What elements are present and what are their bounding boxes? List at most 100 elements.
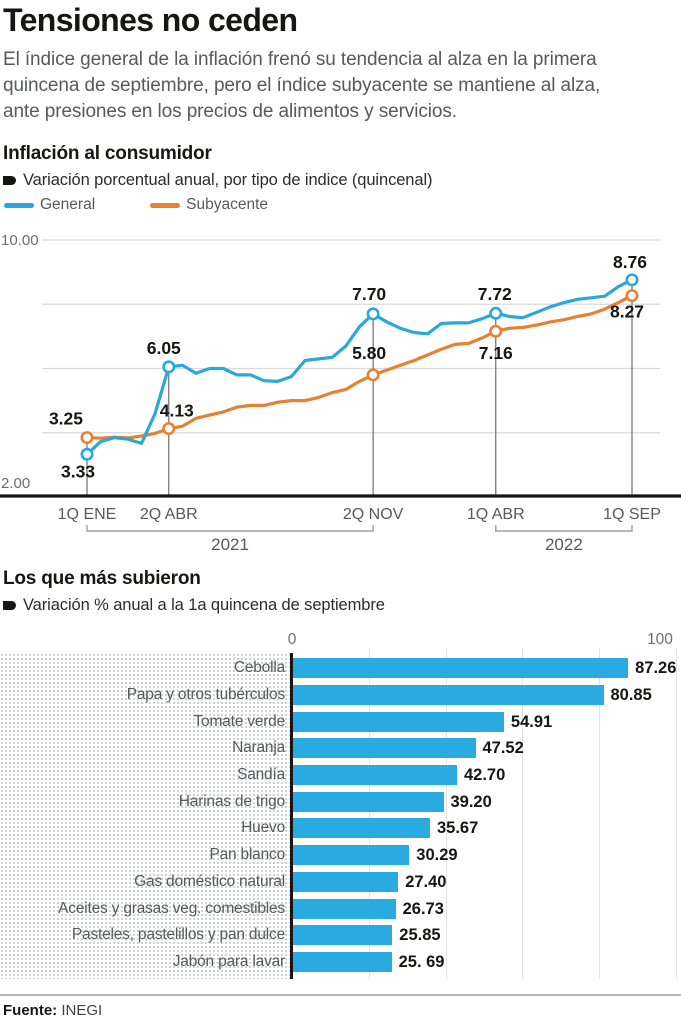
year-label: 2021 xyxy=(211,535,249,554)
legend-label-subyacente: Subyacente xyxy=(186,196,269,213)
bar-value: 25.85 xyxy=(399,926,441,945)
bar xyxy=(293,684,604,705)
data-point-general xyxy=(366,307,380,321)
bar-value: 39.20 xyxy=(450,792,492,811)
line-chart-subtitle-row: Variación porcentual anual, por tipo de … xyxy=(3,171,433,190)
bar-label: Jabón para lavar xyxy=(172,953,285,970)
subtitle-bullet-icon xyxy=(3,601,16,610)
bar-value: 87.26 xyxy=(635,659,677,677)
data-point-general xyxy=(625,273,639,287)
bar xyxy=(293,711,504,732)
bar-label: Cebolla xyxy=(233,659,285,676)
data-point-general xyxy=(162,360,176,374)
bar-value: 54.91 xyxy=(510,712,553,731)
bar xyxy=(293,738,476,759)
legend-swatch-subyacente xyxy=(150,202,181,208)
bar-label: Naranja xyxy=(232,739,285,757)
bar xyxy=(293,791,444,812)
bar xyxy=(293,925,393,946)
x-axis-tick-label: 1Q SEP xyxy=(603,506,661,523)
page-title: Tensiones no ceden xyxy=(3,2,298,38)
bar-label: Harinas de trigo xyxy=(178,792,285,810)
line-series-subyacente xyxy=(85,294,634,440)
source-value: INEGI xyxy=(61,1002,103,1019)
bar-value: 80.85 xyxy=(610,685,652,704)
footer-divider xyxy=(0,994,681,996)
intro-line: quincena de septiembre, pero el índice s… xyxy=(3,75,601,96)
line-chart-heading: Inflación al consumidor xyxy=(3,143,212,164)
data-callout-label: 8.27 xyxy=(610,302,644,322)
year-bracket xyxy=(495,525,633,532)
bar-label: Tomate verde xyxy=(193,712,285,730)
bar-axis-hundred-label: 100 xyxy=(647,631,673,648)
bar-label: Pasteles, pastelillos y pan dulce xyxy=(71,926,285,944)
source-label: Fuente: xyxy=(3,1002,58,1019)
data-point-subyacente xyxy=(625,289,639,303)
intro-line: El índice general de la inflación frenó … xyxy=(3,49,597,70)
bar-axis-zero-label: 0 xyxy=(287,631,297,648)
bar-label: Papa y otros tubérculos xyxy=(126,685,285,703)
bar-label: Sandía xyxy=(237,765,285,783)
intro-text: El índice general de la inflación frenó … xyxy=(3,47,678,125)
year-bracket xyxy=(86,525,374,532)
bar xyxy=(293,845,410,866)
data-point-general xyxy=(489,306,503,320)
bar-value: 47.52 xyxy=(482,739,524,758)
data-point-subyacente xyxy=(162,422,176,436)
intro-line: ante presiones en los precios de aliment… xyxy=(3,101,457,122)
subtitle-bullet-icon xyxy=(3,176,16,185)
bar-chart-subtitle-row: Variación % anual a la 1a quincena de se… xyxy=(3,596,385,615)
bar-value: 30.29 xyxy=(416,846,458,865)
bar xyxy=(293,952,392,972)
bar xyxy=(293,764,457,785)
bar-label: Huevo xyxy=(241,819,285,837)
data-point-subyacente xyxy=(366,368,380,382)
bar-label-column-texture xyxy=(0,653,290,979)
source-line: Fuente: INEGI xyxy=(3,1002,102,1019)
legend-label-general: General xyxy=(40,196,96,213)
x-axis-tick-label: 2Q ABR xyxy=(140,506,198,523)
bar-chart-heading: Los que más subieron xyxy=(3,568,201,589)
legend-item-general: General xyxy=(4,196,95,214)
bar-label: Gas doméstico natural xyxy=(134,872,285,890)
data-callout-label: 8.76 xyxy=(613,252,647,272)
bar-value: 42.70 xyxy=(464,765,506,784)
bar xyxy=(293,818,430,839)
x-axis-tick-label: 1Q ABR xyxy=(467,506,525,523)
y-axis-tick-label: 2.00 xyxy=(1,475,30,492)
data-callout-label: 3.33 xyxy=(61,461,95,481)
bar-value: 35.67 xyxy=(437,819,479,838)
bar-value: 25. 69 xyxy=(398,953,445,971)
x-axis-tick-label: 1Q ENE xyxy=(58,506,117,523)
legend-swatch-general xyxy=(4,202,34,208)
data-callout-label: 7.70 xyxy=(352,284,386,304)
year-label: 2022 xyxy=(545,535,583,554)
bar-label: Aceites y grasas veg. comestibles xyxy=(58,899,285,917)
bar-chart-axis-line xyxy=(290,653,293,979)
data-callout-label: 5.80 xyxy=(352,343,386,363)
bar-chart-subtitle: Variación % anual a la 1a quincena de se… xyxy=(23,596,385,614)
bar xyxy=(293,658,629,678)
y-axis-tick-label: 10.00 xyxy=(1,232,39,249)
legend-item-subyacente: Subyacente xyxy=(150,196,268,214)
line-chart: 3.33 3.25 6.05 4.13 7.70 5.80 7.72 7.16 8.76 8.27… xyxy=(0,232,681,554)
data-callout-label: 4.13 xyxy=(160,401,194,421)
data-point-subyacente xyxy=(80,431,94,445)
data-point-general xyxy=(80,447,94,461)
data-callout-label: 7.16 xyxy=(479,343,513,363)
line-chart-subtitle: Variación porcentual anual, por tipo de … xyxy=(23,171,433,189)
x-axis-tick-label: 2Q NOV xyxy=(343,506,404,523)
bar-value: 27.40 xyxy=(405,872,447,891)
line-chart-legend: General Subyacente xyxy=(4,196,268,214)
bar xyxy=(293,871,399,892)
bar-value: 26.73 xyxy=(402,899,444,918)
bar-label: Pan blanco xyxy=(209,846,285,864)
data-callout-label: 6.05 xyxy=(147,338,181,358)
data-callout-label: 3.25 xyxy=(49,409,83,429)
line-series-general xyxy=(85,278,634,456)
bar xyxy=(293,898,396,919)
data-point-subyacente xyxy=(489,324,503,338)
data-callout-label: 7.72 xyxy=(478,284,512,304)
